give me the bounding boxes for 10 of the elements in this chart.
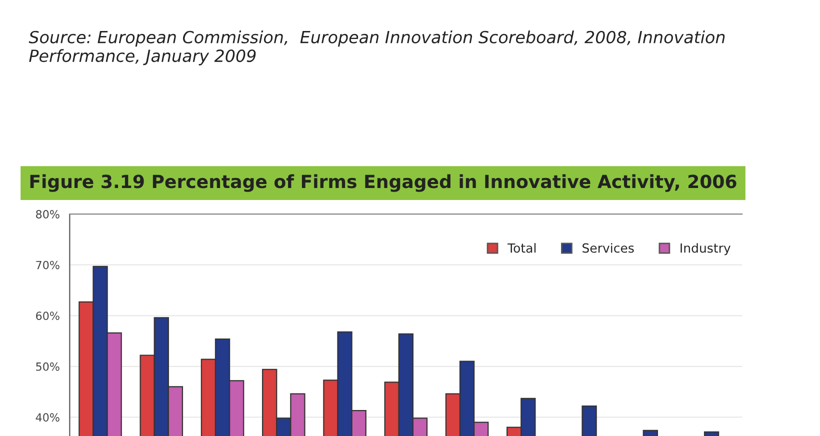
chart-title: Figure 3.19 Percentage of Firms Engaged in Innovative Activity, 2006 [30,174,736,192]
legend-label: Services [582,243,634,253]
y-tick-label: 60% [36,312,60,320]
y-tick-label: 40% [36,413,60,422]
legend-label: Industry [680,243,730,256]
y-tick-label: 80% [36,210,60,218]
source-note: Source: European Commission, European Innovation Scoreboard, 2008, Innovation Performance, January 2009 [28,30,725,66]
legend-label: Total [507,243,536,253]
y-tick-label: 70% [36,260,60,270]
y-tick-label: 50% [36,362,60,371]
